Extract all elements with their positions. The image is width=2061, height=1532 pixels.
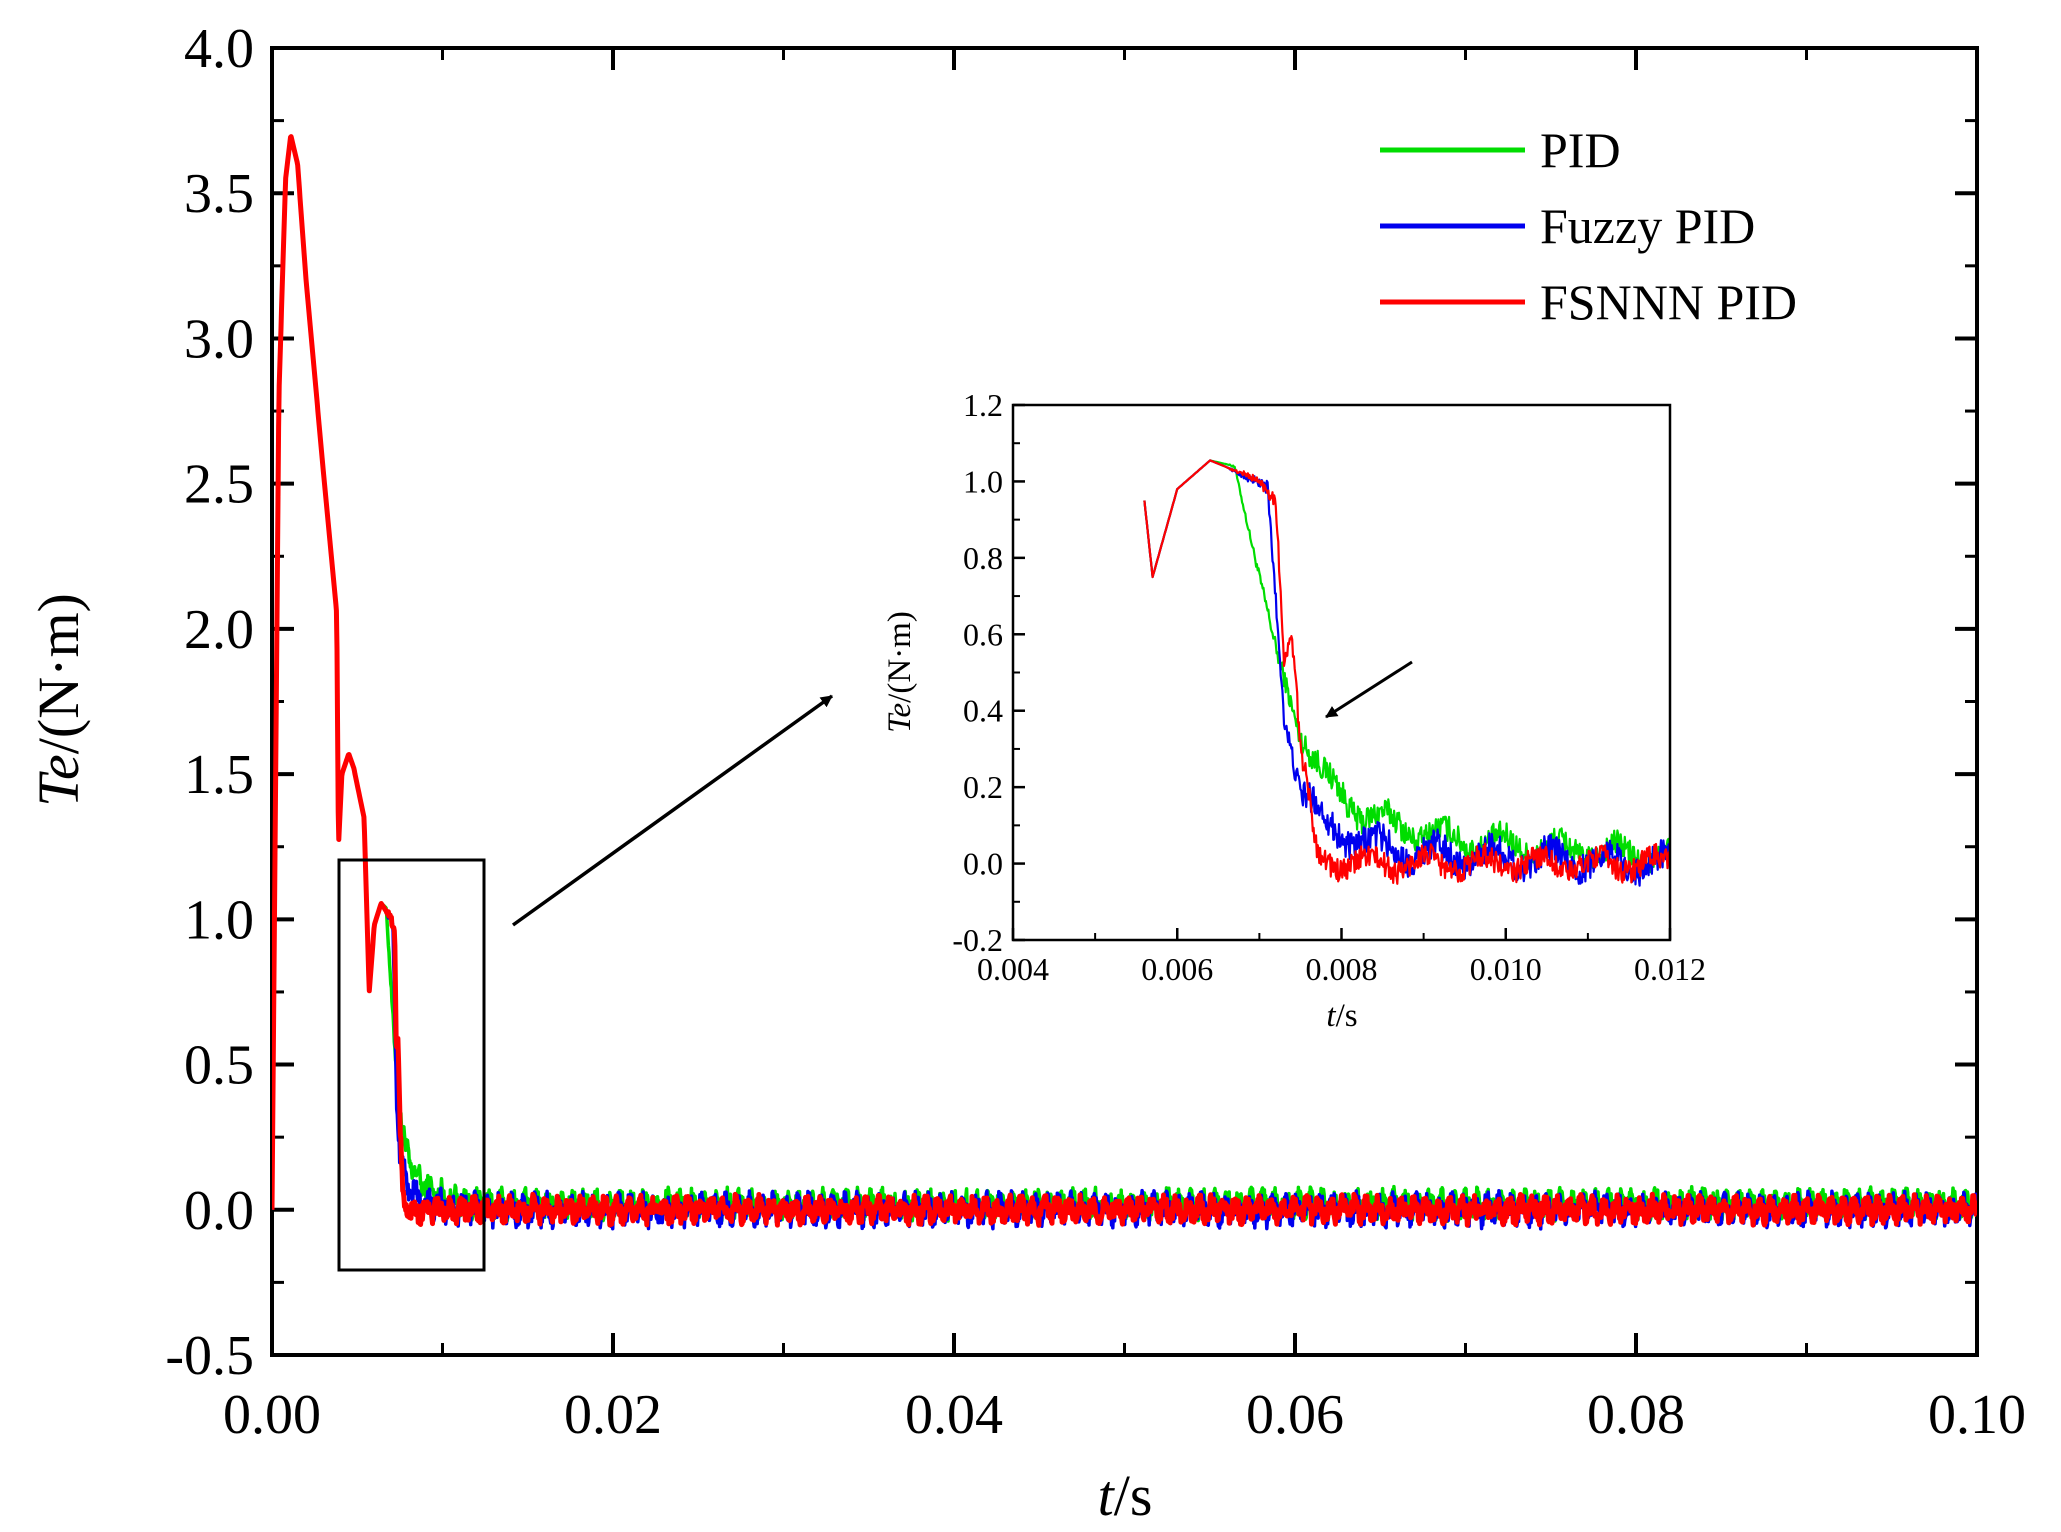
inset-arrow	[1325, 660, 1413, 719]
main-tick-labels: 0.00 0.02 0.04 0.06 0.08 0.10 -0.5 0.0 0.5 1.0 1.5…	[165, 18, 2026, 1446]
main-y-tick-label: 0.5	[184, 1035, 254, 1097]
main-x-tick-label: 0.08	[1587, 1384, 1685, 1446]
inset-y-tick-label: 1.0	[963, 463, 1003, 499]
zoom-arrow	[511, 694, 834, 927]
main-y-tick-label: -0.5	[165, 1325, 254, 1387]
main-x-axis-title: t/s	[1098, 1463, 1153, 1528]
inset-y-tick-label: 0.8	[963, 540, 1003, 576]
legend: PID Fuzzy PID FSNNN PID	[1380, 122, 1797, 330]
main-series	[272, 134, 1977, 1231]
main-y-tick-label: 2.0	[184, 599, 254, 661]
inset-y-tick-label: 0.6	[963, 616, 1003, 652]
inset-x-tick-label: 0.010	[1470, 951, 1542, 987]
inset-y-axis-title: Te/(N·m)	[882, 611, 918, 733]
inset-y-tick-label: 0.2	[963, 769, 1003, 805]
legend-label-pid: PID	[1540, 122, 1621, 178]
main-y-tick-label: 3.5	[184, 163, 254, 225]
inset-x-tick-label: 0.006	[1141, 951, 1213, 987]
inset-x-tick-label: 0.008	[1306, 951, 1378, 987]
main-x-tick-label: 0.10	[1928, 1384, 2026, 1446]
inset-y-tick-label: 1.2	[963, 387, 1003, 423]
inset-x-tick-label: 0.004	[977, 951, 1049, 987]
inset-series-line-0	[1143, 459, 1670, 875]
inset-y-tick-label: 0.4	[963, 693, 1003, 729]
legend-label-fuzzy-pid: Fuzzy PID	[1540, 198, 1755, 254]
inset-series	[1143, 459, 1670, 887]
inset-tick-labels: 0.004 0.006 0.008 0.010 0.012 -0.2 0.0 0.2 0.4 0.…	[952, 387, 1706, 987]
inset-y-tick-label: -0.2	[952, 922, 1003, 958]
main-y-tick-label: 2.5	[184, 454, 254, 516]
main-y-tick-label: 3.0	[184, 308, 254, 370]
main-x-tick-label: 0.06	[1246, 1384, 1344, 1446]
main-y-tick-label: 1.5	[184, 744, 254, 806]
main-y-axis-title: Te/(N·m)	[26, 593, 91, 807]
legend-label-fsnnn-pid: FSNNN PID	[1540, 274, 1797, 330]
inset-ticks	[1011, 403, 1672, 942]
main-x-tick-label: 0.02	[564, 1384, 662, 1446]
main-y-tick-label: 0.0	[184, 1180, 254, 1242]
main-x-tick-label: 0.04	[905, 1384, 1003, 1446]
main-y-tick-label: 4.0	[184, 18, 254, 80]
inset-y-tick-label: 0.0	[963, 846, 1003, 882]
inset-x-axis-title: t/s	[1326, 998, 1357, 1034]
main-x-tick-label: 0.00	[223, 1384, 321, 1446]
inset-x-tick-label: 0.012	[1634, 951, 1706, 987]
main-ticks	[270, 46, 1979, 1357]
zoom-rectangle	[337, 858, 486, 1272]
main-series-line-2	[272, 134, 1977, 1228]
inset-series-line-2	[1143, 459, 1670, 885]
main-y-tick-label: 1.0	[184, 889, 254, 951]
